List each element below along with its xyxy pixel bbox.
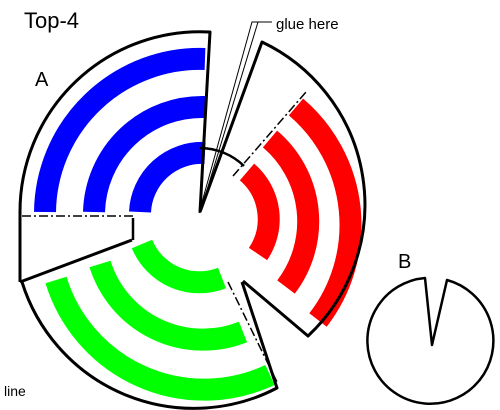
part-a-label: A bbox=[35, 69, 49, 91]
green-ring-middle bbox=[89, 260, 248, 351]
green-rings bbox=[45, 239, 275, 401]
red-ring-inner bbox=[239, 163, 280, 261]
green-ring-outer bbox=[45, 276, 275, 401]
part-a-outline bbox=[18, 30, 367, 410]
blue-rings bbox=[34, 47, 206, 214]
red-ring-middle bbox=[262, 130, 320, 294]
diagram-title: Top-4 bbox=[24, 8, 80, 33]
part-b-label: B bbox=[398, 251, 412, 273]
red-ring-outer bbox=[288, 98, 362, 327]
green-ring-inner bbox=[131, 239, 227, 294]
blue-ring-outer bbox=[34, 47, 206, 213]
cut-line-annotation: line bbox=[4, 383, 26, 399]
blue-ring-middle bbox=[83, 95, 206, 213]
glue-annotation: glue here bbox=[276, 16, 339, 33]
blue-ring-inner bbox=[129, 141, 206, 214]
glue-pointer bbox=[198, 21, 272, 214]
red-rings bbox=[239, 98, 362, 327]
fold-lines bbox=[22, 91, 307, 385]
part-b-disc bbox=[366, 276, 495, 405]
